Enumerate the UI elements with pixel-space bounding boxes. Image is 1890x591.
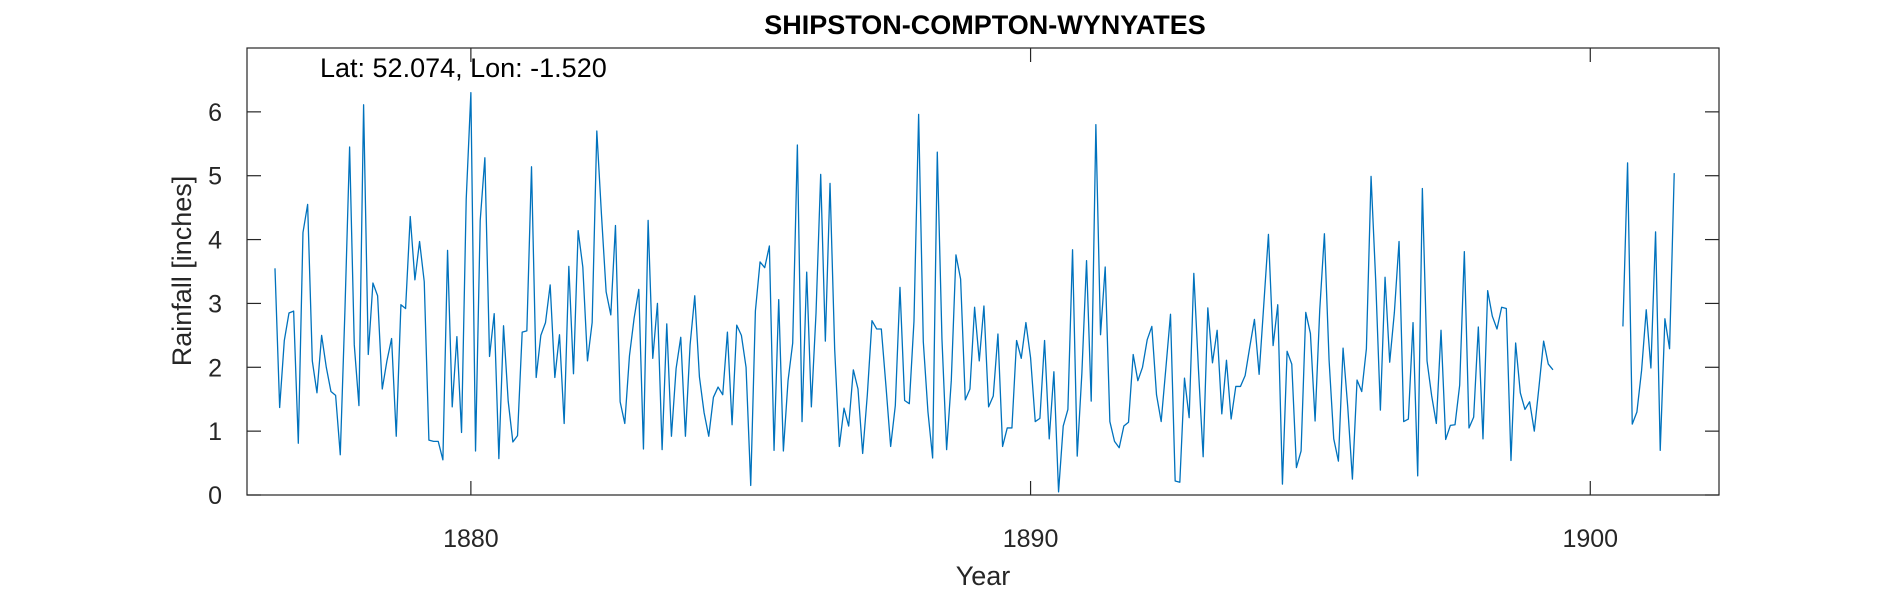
rainfall-series-line bbox=[1622, 162, 1675, 451]
rainfall-series-line bbox=[274, 92, 1554, 493]
x-tick-label: 1890 bbox=[1003, 525, 1059, 553]
y-tick-label: 5 bbox=[208, 163, 222, 191]
y-tick-label: 1 bbox=[208, 418, 222, 446]
y-axis-label: Rainfall [inches] bbox=[167, 176, 197, 367]
chart-title: SHIPSTON-COMPTON-WYNYATES bbox=[764, 10, 1206, 40]
x-tick-label: 1900 bbox=[1562, 525, 1618, 553]
y-tick-label: 0 bbox=[208, 482, 222, 510]
y-tick-label: 3 bbox=[208, 290, 222, 318]
y-tick-label: 2 bbox=[208, 354, 222, 382]
axis-ticks: 0 1 2 3 4 5 6 1880 1890 1900 bbox=[208, 48, 1719, 553]
rainfall-series bbox=[274, 92, 1675, 493]
location-annotation: Lat: 52.074, Lon: -1.520 bbox=[320, 53, 607, 83]
x-axis-label: Year bbox=[956, 561, 1011, 591]
plot-box bbox=[246, 47, 1720, 496]
x-tick-label: 1880 bbox=[443, 525, 499, 553]
y-tick-label: 6 bbox=[208, 99, 222, 127]
y-tick-label: 4 bbox=[208, 227, 222, 255]
